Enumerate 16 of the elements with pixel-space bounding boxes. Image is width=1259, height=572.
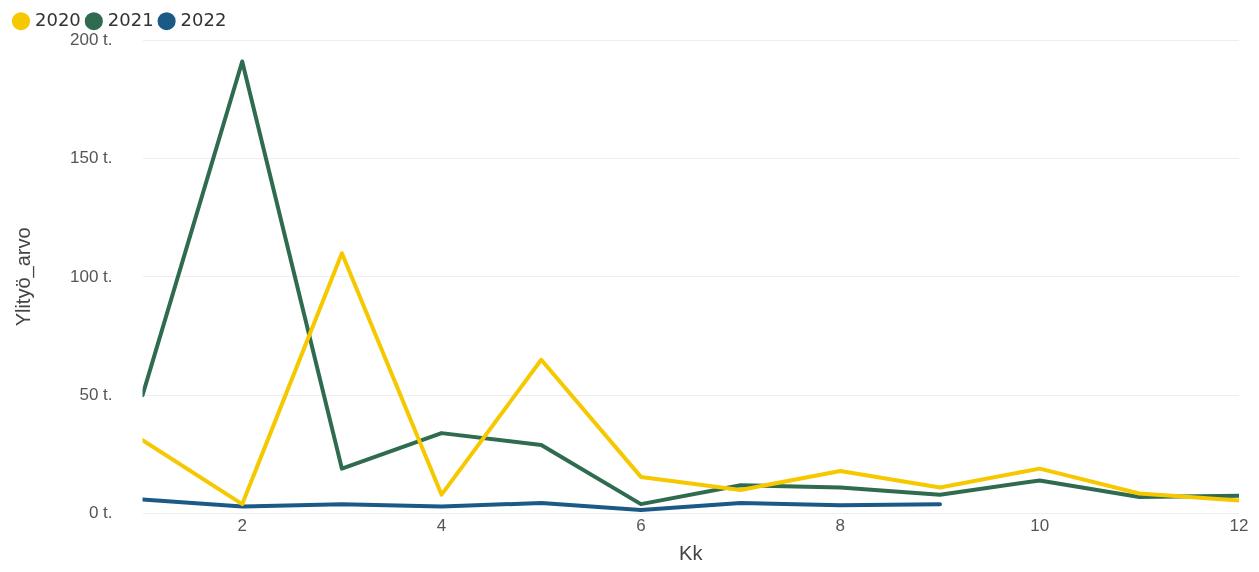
x-tick-label: 12 [1229, 516, 1249, 536]
y-tick-label: 50 t. [79, 384, 113, 404]
legend-label: 2022 [180, 8, 227, 30]
y-tick-label: 100 t. [69, 266, 113, 286]
x-axis-title: Kk [679, 541, 704, 564]
y-tick-label: 0 t. [88, 503, 113, 523]
x-tick-label: 10 [1030, 516, 1050, 536]
y-tick-label: 150 t. [69, 148, 113, 168]
legend-label: 2020 [35, 8, 81, 30]
x-tick-label: 4 [436, 516, 447, 536]
x-tick-label: 6 [636, 516, 646, 536]
x-tick-label: 2 [237, 516, 247, 536]
y-tick-label: 200 t. [69, 29, 113, 49]
x-tick-label: 8 [835, 516, 846, 536]
y-axis-title: Ylityö_arvo [11, 227, 35, 327]
legend-label: 2021 [107, 8, 154, 30]
